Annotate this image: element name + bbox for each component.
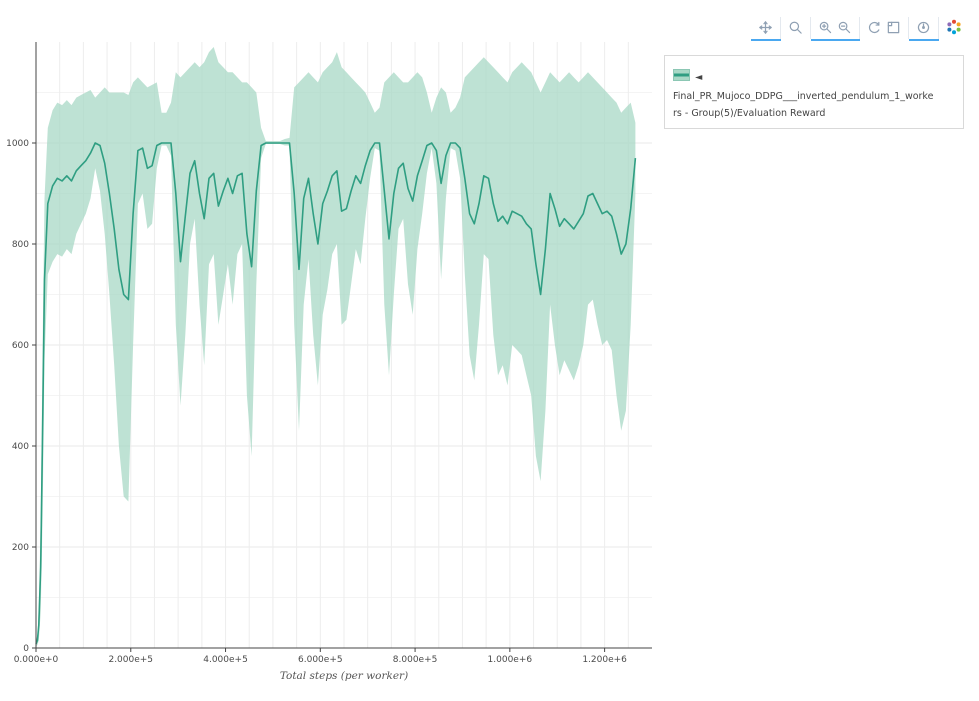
zoom-in-icon[interactable] (816, 19, 835, 36)
svg-text:400: 400 (12, 442, 29, 452)
pan-icon[interactable] (756, 19, 775, 36)
plotly-logo-icon[interactable] (944, 18, 964, 36)
legend[interactable]: ◄ Final_PR_Mujoco_DDPG___inverted_pendul… (664, 55, 964, 129)
svg-text:Total steps (per worker): Total steps (per worker) (280, 670, 408, 682)
modebar (751, 16, 969, 39)
svg-text:1000: 1000 (6, 139, 29, 149)
svg-text:600: 600 (12, 341, 29, 351)
modebar-group-logo (939, 16, 969, 39)
modebar-group-zoom (781, 17, 811, 39)
legend-label-line2: rs - Group(5)/Evaluation Reward (673, 108, 826, 119)
legend-label-line1: ◄ Final_PR_Mujoco_DDPG___inverted_pendul… (673, 72, 934, 102)
hover-closest-icon[interactable] (914, 19, 933, 36)
svg-text:4.000e+5: 4.000e+5 (203, 655, 248, 665)
svg-text:0.000e+0: 0.000e+0 (14, 655, 59, 665)
plot-area[interactable]: 0.000e+0 2.000e+5 4.000e+5 6.000e+5 8.000e+5… (0, 0, 660, 700)
svg-text:1.200e+6: 1.200e+6 (582, 655, 627, 665)
modebar-group-zoom-in-out (811, 17, 860, 39)
box-zoom-icon[interactable] (786, 19, 805, 36)
legend-swatch-icon[interactable] (673, 69, 690, 81)
reset-axes-icon[interactable] (884, 19, 903, 36)
svg-text:2.000e+5: 2.000e+5 (108, 655, 153, 665)
svg-text:800: 800 (12, 240, 29, 250)
modebar-group-pan (751, 17, 781, 39)
modebar-group-hover (909, 17, 939, 39)
modebar-group-scale (860, 17, 909, 39)
svg-text:200: 200 (12, 543, 29, 553)
svg-text:0: 0 (23, 644, 29, 654)
svg-text:6.000e+5: 6.000e+5 (298, 655, 343, 665)
zoom-out-icon[interactable] (835, 19, 854, 36)
svg-text:8.000e+5: 8.000e+5 (393, 655, 438, 665)
svg-text:1.000e+6: 1.000e+6 (488, 655, 533, 665)
autoscale-icon[interactable] (865, 19, 884, 36)
